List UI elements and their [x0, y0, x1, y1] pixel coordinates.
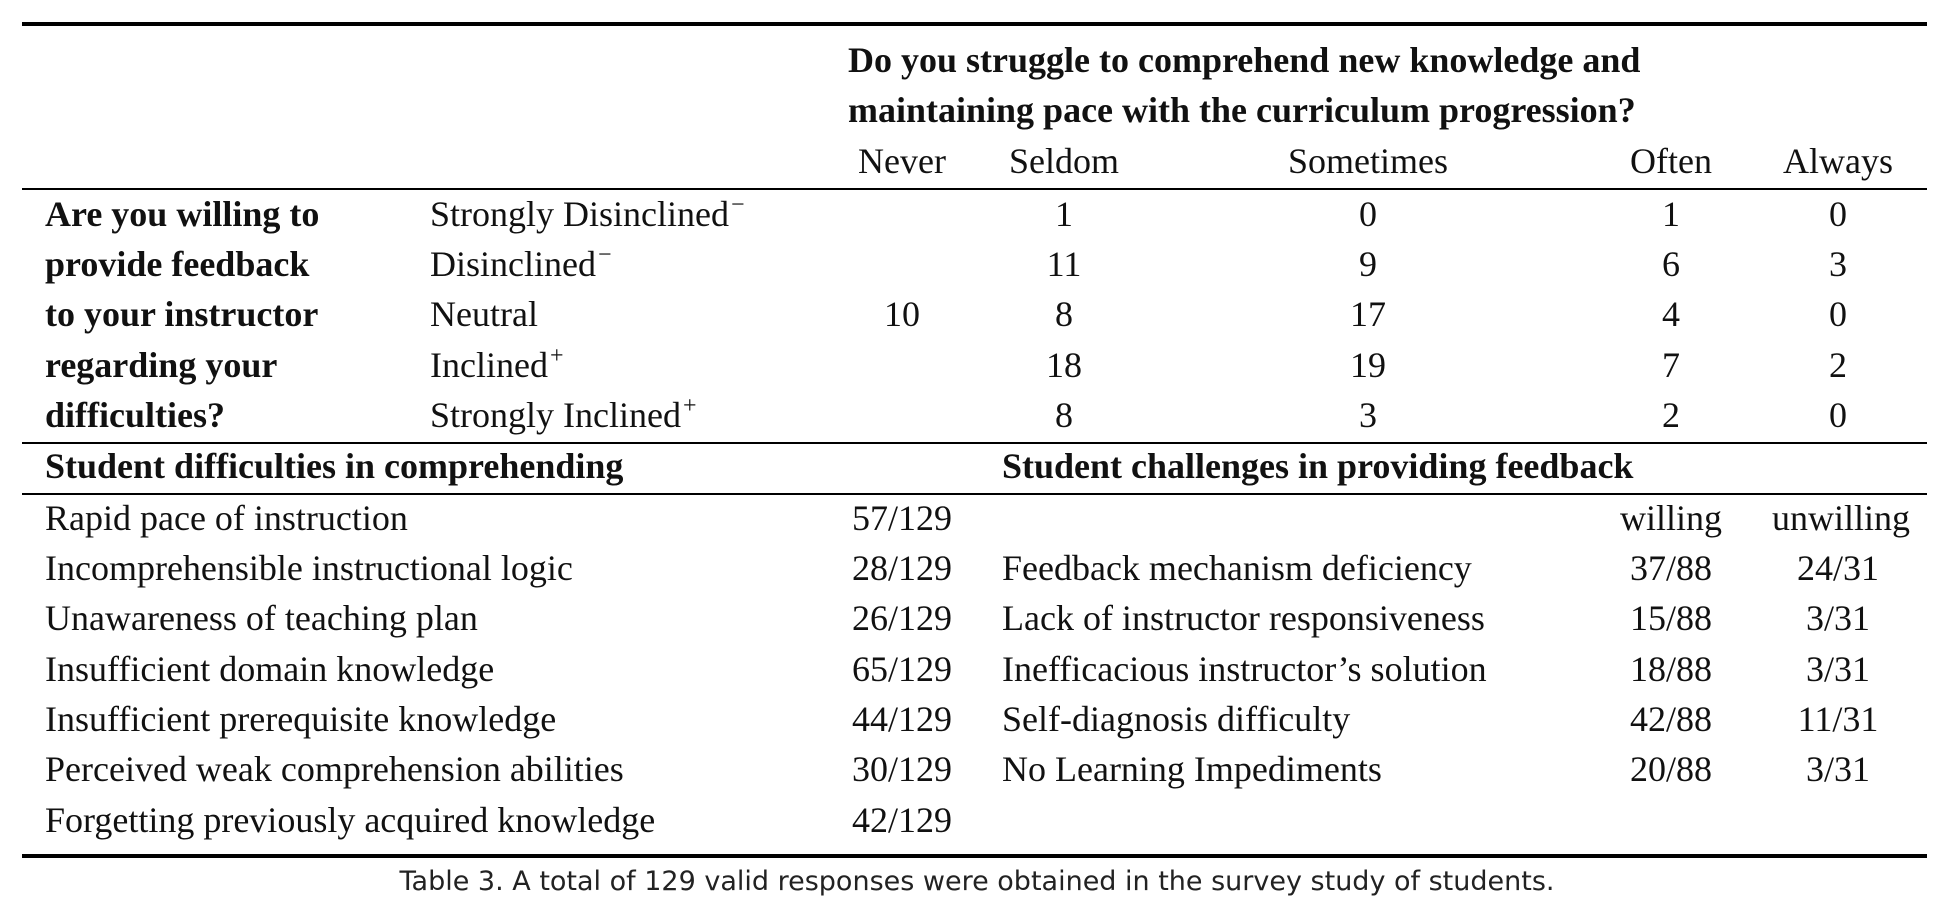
cell: 2 [1829, 345, 1847, 385]
row-label-sup: + [549, 343, 564, 369]
row-label-sup: + [682, 393, 697, 419]
cell: 0 [1359, 194, 1377, 234]
row-label-text: Disinclined [430, 244, 596, 284]
cell: 4 [1662, 294, 1680, 334]
difficulty-value: 30/129 [851, 749, 953, 789]
row-label-text: Neutral [430, 294, 538, 334]
challenge-label: No Learning Impediments [1002, 749, 1382, 789]
difficulty-label: Unawareness of teaching plan [45, 598, 478, 638]
difficulty-value: 42/129 [851, 800, 953, 840]
table-caption: Table 3. A total of 129 valid responses … [399, 866, 1555, 897]
cell: 0 [1829, 395, 1847, 435]
row-label-inclined: Inclined+ [430, 343, 564, 390]
row-question-line-5: difficulties? [45, 395, 225, 435]
difficulty-value: 57/129 [851, 498, 953, 538]
row-label-sup: − [597, 242, 612, 268]
cell: 2 [1662, 395, 1680, 435]
cell: 9 [1359, 244, 1377, 284]
cell: 18 [1046, 345, 1082, 385]
cell: 7 [1662, 345, 1680, 385]
col-header-unwilling: unwilling [1771, 498, 1911, 538]
difficulty-value: 65/129 [851, 649, 953, 689]
header-rule [22, 188, 1927, 190]
cell: 0 [1829, 294, 1847, 334]
mid-rule [22, 442, 1927, 444]
row-label-strongly-disinclined: Strongly Disinclined− [430, 192, 745, 239]
cell: 17 [1350, 294, 1386, 334]
cell: 1 [1662, 194, 1680, 234]
cell: 6 [1662, 244, 1680, 284]
challenge-willing: 15/88 [1629, 598, 1713, 638]
difficulty-value: 26/129 [851, 598, 953, 638]
challenge-unwilling: 11/31 [1797, 699, 1879, 739]
difficulty-label: Incomprehensible instructional logic [45, 548, 573, 588]
cell: 8 [1055, 294, 1073, 334]
difficulty-label: Perceived weak comprehension abilities [45, 749, 624, 789]
row-question-line-2: provide feedback [45, 244, 310, 284]
challenge-label: Inefficacious instructor’s solution [1002, 649, 1487, 689]
top-rule [22, 22, 1927, 26]
column-question-line-2: maintaining pace with the curriculum pro… [848, 90, 1636, 130]
column-question-line-1: Do you struggle to comprehend new knowle… [848, 40, 1641, 80]
col-header-seldom: Seldom [1008, 141, 1120, 181]
row-label-sup: − [731, 192, 745, 218]
col-header-sometimes: Sometimes [1288, 141, 1448, 181]
row-label-strongly-inclined: Strongly Inclined+ [430, 393, 697, 440]
challenge-willing: 20/88 [1629, 749, 1713, 789]
bottom-rule [22, 854, 1927, 858]
row-label-text: Strongly Inclined [430, 395, 681, 435]
challenge-label: Self-diagnosis difficulty [1002, 699, 1351, 739]
difficulty-label: Forgetting previously acquired knowledge [45, 800, 656, 840]
col-header-always: Always [1783, 141, 1893, 181]
difficulty-label: Rapid pace of instruction [45, 498, 408, 538]
cell: 19 [1350, 345, 1386, 385]
row-question-line-1: Are you willing to [45, 194, 320, 234]
cell: 3 [1829, 244, 1847, 284]
col-header-willing: willing [1619, 498, 1723, 538]
cell: 3 [1359, 395, 1377, 435]
row-question-line-4: regarding your [45, 345, 278, 385]
difficulty-value: 44/129 [851, 699, 953, 739]
challenge-unwilling: 3/31 [1805, 749, 1871, 789]
challenge-willing: 42/88 [1629, 699, 1713, 739]
col-header-never: Never [858, 141, 946, 181]
row-label-text: Inclined [430, 345, 548, 385]
cell: 1 [1055, 194, 1073, 234]
cell: 10 [884, 294, 920, 334]
challenge-willing: 18/88 [1629, 649, 1713, 689]
col-header-often: Often [1630, 141, 1712, 181]
section-header-rule [22, 493, 1927, 495]
challenge-unwilling: 3/31 [1805, 649, 1871, 689]
difficulties-title: Student difficulties in comprehending [45, 446, 624, 486]
row-question-line-3: to your instructor [45, 294, 319, 334]
row-label-disinclined: Disinclined− [430, 242, 612, 289]
challenge-label: Feedback mechanism deficiency [1002, 548, 1472, 588]
difficulty-value: 28/129 [851, 548, 953, 588]
cell: 11 [1046, 244, 1082, 284]
difficulty-label: Insufficient domain knowledge [45, 649, 495, 689]
challenge-label: Lack of instructor responsiveness [1002, 598, 1485, 638]
row-label-neutral: Neutral [430, 294, 540, 339]
challenge-unwilling: 24/31 [1796, 548, 1880, 588]
challenges-title: Student challenges in providing feedback [1002, 446, 1634, 486]
cell: 8 [1055, 395, 1073, 435]
cell: 0 [1829, 194, 1847, 234]
difficulty-label: Insufficient prerequisite knowledge [45, 699, 557, 739]
challenge-willing: 37/88 [1629, 548, 1713, 588]
challenge-unwilling: 3/31 [1805, 598, 1871, 638]
row-label-text: Strongly Disinclined [430, 194, 729, 234]
